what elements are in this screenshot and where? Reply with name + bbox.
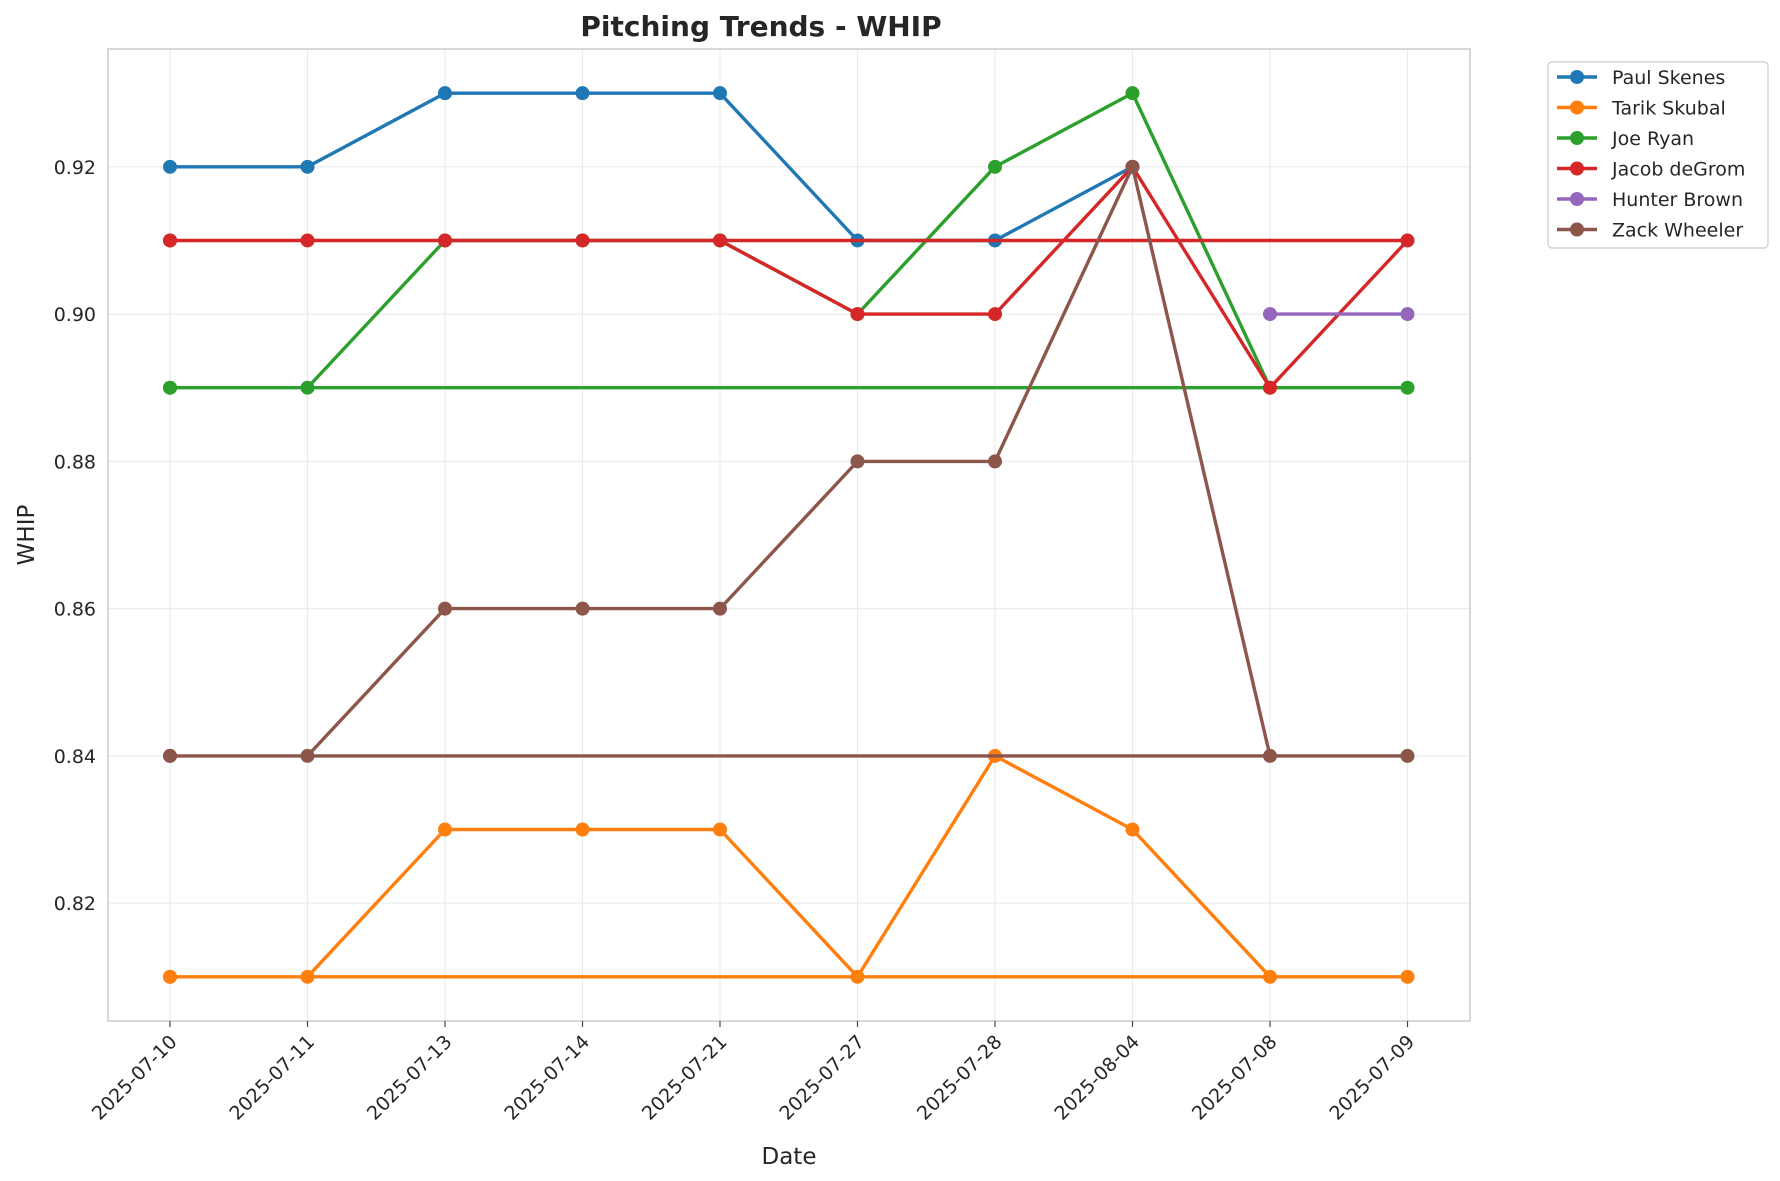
series-tarik-skubal: [163, 748, 1415, 984]
data-point: [1400, 307, 1415, 322]
data-point: [163, 748, 177, 763]
data-point: [1125, 159, 1140, 174]
data-point: [438, 601, 452, 616]
data-point: [575, 86, 590, 101]
data-point: [163, 380, 177, 395]
data-point: [575, 601, 590, 616]
data-point: [1400, 748, 1415, 763]
data-point: [438, 233, 452, 248]
x-tick-label: 2025-07-14: [500, 1031, 594, 1125]
data-point: [300, 969, 315, 984]
legend-swatch-marker: [1570, 131, 1584, 145]
plot-frame: [107, 48, 1471, 1022]
data-point: [850, 307, 865, 322]
y-tick-label: 0.90: [54, 304, 96, 326]
x-tick-label: 2025-07-13: [363, 1031, 457, 1125]
x-tick-label: 2025-07-21: [638, 1031, 732, 1125]
data-point: [713, 822, 727, 837]
series-hunter-brown: [1263, 307, 1415, 322]
data-point: [300, 748, 315, 763]
x-axis-label: Date: [762, 1144, 817, 1170]
data-point: [575, 822, 590, 837]
data-point: [438, 86, 452, 101]
data-point: [1263, 307, 1277, 322]
legend-box: [1547, 61, 1769, 249]
x-tick-label: 2025-07-09: [1325, 1031, 1419, 1125]
y-axis-ticks: 0.82 0.84 0.86 0.88 0.90 0.92: [54, 157, 96, 915]
chart-title: Pitching Trends - WHIP: [580, 10, 941, 43]
y-tick-label: 0.82: [54, 893, 96, 915]
series-zack-wheeler: [163, 159, 1415, 763]
data-point: [1263, 748, 1277, 763]
data-point: [575, 233, 590, 248]
x-tick-label: 2025-07-10: [88, 1031, 182, 1125]
y-axis-label: WHIP: [14, 505, 40, 566]
x-tick-label: 2025-08-04: [1050, 1031, 1144, 1125]
data-point: [1400, 380, 1415, 395]
x-tick-label: 2025-07-11: [225, 1031, 319, 1125]
legend-swatch-marker: [1570, 100, 1584, 115]
y-tick-label: 0.92: [54, 157, 96, 179]
x-tick-label: 2025-07-27: [775, 1031, 869, 1125]
data-point: [713, 86, 727, 101]
data-point: [163, 159, 177, 174]
data-point: [713, 233, 727, 248]
legend-label: Joe Ryan: [1611, 128, 1694, 150]
data-point: [713, 601, 727, 616]
data-point: [300, 380, 315, 395]
data-point: [850, 454, 865, 469]
data-point: [1125, 86, 1140, 101]
data-point: [1400, 233, 1415, 248]
data-point: [300, 233, 315, 248]
data-point: [438, 822, 452, 837]
y-tick-label: 0.84: [54, 746, 96, 768]
series-line: [168, 754, 1410, 979]
legend: Paul Skenes Tarik Skubal Joe Ryan Jacob deG…: [1547, 61, 1769, 249]
data-point: [850, 969, 865, 984]
legend-swatch-marker: [1570, 222, 1584, 237]
legend-label: Hunter Brown: [1612, 189, 1743, 211]
data-point: [1263, 380, 1277, 395]
data-point: [1125, 822, 1140, 837]
data-point: [300, 159, 315, 174]
data-point: [1400, 969, 1415, 984]
data-point: [163, 233, 177, 248]
series-jacob-degrom: [163, 159, 1415, 395]
data-point: [988, 159, 1002, 174]
legend-label: Tarik Skubal: [1611, 98, 1726, 120]
data-point: [1263, 969, 1277, 984]
data-point: [988, 307, 1002, 322]
x-axis-ticks: 2025-07-10 2025-07-11 2025-07-13 2025-07-14…: [88, 1021, 1419, 1125]
legend-label: Jacob deGrom: [1611, 159, 1745, 181]
y-tick-label: 0.86: [54, 599, 96, 621]
x-tick-label: 2025-07-28: [913, 1031, 1007, 1125]
legend-label: Zack Wheeler: [1612, 220, 1743, 242]
legend-swatch-marker: [1570, 70, 1584, 84]
data-point: [988, 454, 1002, 469]
series-lines: [163, 86, 1415, 984]
y-tick-label: 0.88: [54, 451, 96, 473]
series-line: [168, 165, 1410, 390]
legend-swatch-marker: [1570, 192, 1584, 206]
x-tick-label: 2025-07-08: [1188, 1031, 1282, 1125]
data-point: [163, 969, 177, 984]
legend-label: Paul Skenes: [1612, 67, 1725, 89]
legend-swatch-marker: [1570, 161, 1584, 176]
